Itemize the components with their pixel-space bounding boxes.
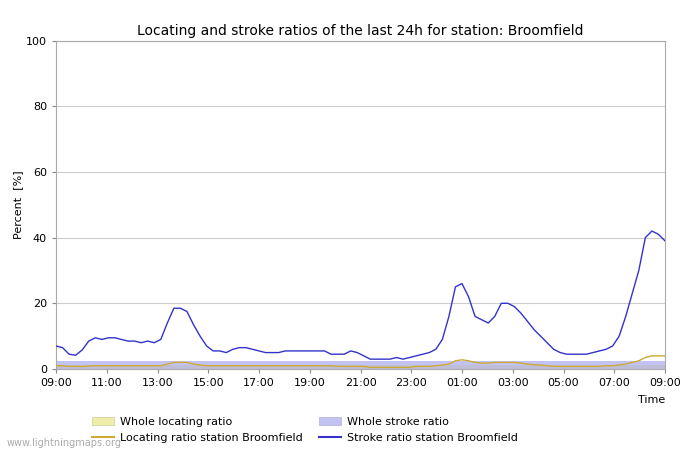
Title: Locating and stroke ratios of the last 24h for station: Broomfield: Locating and stroke ratios of the last 2… [137,24,584,38]
Text: www.lightningmaps.org: www.lightningmaps.org [7,438,122,448]
Text: Time: Time [638,395,665,405]
Legend: Whole locating ratio, Locating ratio station Broomfield, Whole stroke ratio, Str: Whole locating ratio, Locating ratio sta… [92,417,518,443]
Y-axis label: Percent  [%]: Percent [%] [13,171,23,239]
